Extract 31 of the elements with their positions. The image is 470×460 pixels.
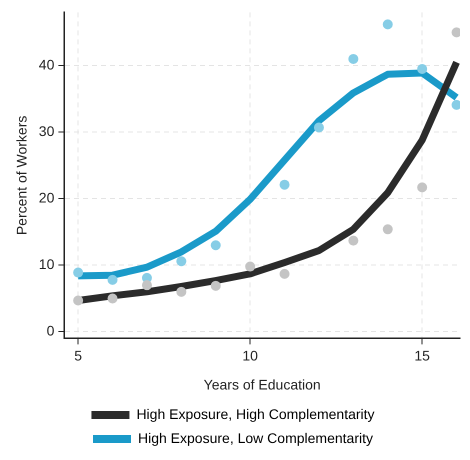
legend-label: High Exposure, High Complementarity xyxy=(136,406,375,422)
point xyxy=(108,293,118,304)
point xyxy=(382,224,393,234)
point xyxy=(73,268,84,278)
y-tick-label: 10 xyxy=(38,256,55,272)
point xyxy=(142,280,152,290)
point xyxy=(108,274,118,285)
point xyxy=(280,268,290,279)
point xyxy=(382,19,393,30)
point xyxy=(417,182,428,192)
x-tick-label: 10 xyxy=(242,348,258,364)
legend-label: High Exposure, Low Complementarity xyxy=(138,430,374,446)
y-axis-title: Percent of Workers xyxy=(13,116,30,236)
point xyxy=(314,122,324,132)
point xyxy=(176,256,186,266)
y-tick-label: 30 xyxy=(38,123,55,140)
x-axis-title: Years of Education xyxy=(204,376,321,392)
point xyxy=(280,180,290,190)
point xyxy=(73,295,84,306)
point xyxy=(417,64,428,74)
point xyxy=(348,236,358,246)
point xyxy=(210,240,221,250)
x-tick-label: 15 xyxy=(414,348,430,364)
point xyxy=(245,262,256,272)
y-tick-label: 0 xyxy=(46,322,55,339)
point xyxy=(348,54,358,64)
x-tick-label: 5 xyxy=(74,348,82,364)
y-tick-label: 20 xyxy=(38,190,55,206)
y-tick-label: 40 xyxy=(38,56,55,72)
point xyxy=(210,280,221,291)
point xyxy=(176,286,186,297)
